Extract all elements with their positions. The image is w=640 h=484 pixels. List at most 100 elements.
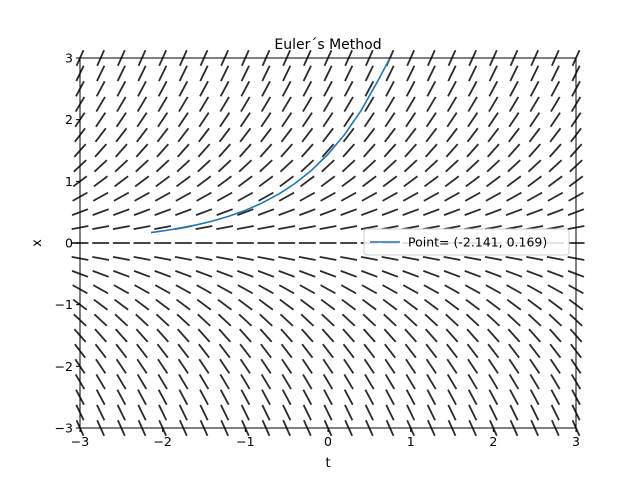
- slope-segment: [219, 80, 230, 97]
- slope-segment: [343, 373, 354, 390]
- slope-segment: [281, 112, 293, 128]
- slope-segment: [383, 159, 397, 173]
- slope-segment: [486, 143, 500, 158]
- y-tick-label: 1: [65, 174, 73, 189]
- slope-segment: [257, 225, 275, 231]
- slope-segment: [137, 404, 147, 421]
- slope-segment: [447, 389, 457, 406]
- slope-segment: [486, 313, 501, 327]
- slope-segment: [342, 328, 356, 343]
- slope-segment: [239, 127, 252, 143]
- slope-segment: [217, 298, 233, 311]
- slope-segment: [219, 96, 230, 113]
- slope-segment: [342, 343, 355, 359]
- slope-segment: [299, 208, 316, 216]
- slope-segment: [485, 175, 501, 188]
- slope-segment: [96, 65, 106, 82]
- slope-segment: [383, 328, 397, 343]
- slope-segment: [405, 373, 416, 390]
- slope-segment: [134, 175, 150, 188]
- slope-segment: [446, 373, 458, 390]
- slope-segment: [220, 404, 230, 421]
- slope-segment: [526, 270, 543, 278]
- slope-segment: [136, 96, 148, 113]
- slope-segment: [404, 143, 418, 158]
- slope-segment: [260, 373, 272, 390]
- slope-segment: [219, 373, 230, 390]
- slope-segment: [464, 208, 481, 216]
- slope-segment: [529, 96, 540, 113]
- slope-segment: [261, 80, 271, 97]
- slope-segment: [508, 112, 520, 128]
- slope-segment: [485, 208, 502, 216]
- slope-segment: [426, 65, 436, 82]
- slope-segment: [382, 175, 398, 188]
- slope-segment: [384, 343, 396, 359]
- slope-segment: [199, 80, 209, 97]
- slope-segment: [406, 404, 416, 421]
- slope-segment: [529, 373, 540, 390]
- slope-segment: [95, 373, 106, 390]
- slope-segment: [547, 284, 564, 295]
- slope-segment: [157, 112, 169, 128]
- slope-segment: [467, 358, 479, 374]
- slope-segment: [548, 143, 562, 158]
- slope-segment: [237, 175, 253, 188]
- slope-segment: [360, 255, 378, 261]
- slope-segment: [447, 404, 457, 421]
- slope-segment: [177, 112, 189, 128]
- slope-segment: [92, 284, 109, 295]
- slope-segment: [424, 143, 438, 158]
- slope-segment: [426, 404, 436, 421]
- slope-segment: [466, 127, 479, 143]
- slope-segment: [361, 208, 378, 216]
- slope-segment: [488, 373, 499, 390]
- slope-segment: [364, 80, 375, 97]
- slope-segment: [403, 313, 418, 327]
- slope-segment: [154, 208, 171, 216]
- slope-segment: [92, 255, 110, 261]
- slope-segment: [278, 255, 296, 261]
- slope-segment: [447, 80, 457, 97]
- slope-segment: [363, 127, 376, 143]
- slope-segment: [445, 143, 459, 158]
- slope-segment: [175, 270, 192, 278]
- slope-segment: [157, 96, 168, 113]
- slope-segment: [278, 270, 295, 278]
- slope-segment: [113, 191, 130, 202]
- slope-segment: [528, 127, 541, 143]
- slope-segment: [402, 270, 419, 278]
- slope-segment: [239, 343, 252, 359]
- slope-segment: [550, 389, 561, 406]
- slope-segment: [364, 65, 374, 82]
- slope-segment: [134, 298, 150, 311]
- slope-segment: [320, 175, 336, 188]
- slope-segment: [424, 313, 439, 327]
- slope-segment: [178, 389, 189, 406]
- slope-segment: [299, 298, 315, 311]
- slope-segment: [547, 191, 564, 202]
- slope-segment: [260, 112, 272, 128]
- slope-segment: [322, 112, 334, 128]
- slope-segment: [136, 343, 148, 359]
- slope-segment: [280, 127, 293, 143]
- slope-segment: [403, 298, 419, 311]
- slope-segment: [237, 191, 254, 202]
- slope-segment: [405, 389, 416, 406]
- slope-segment: [299, 270, 316, 278]
- slope-segment: [426, 373, 437, 390]
- slope-segment: [342, 127, 355, 143]
- slope-segment: [403, 159, 418, 173]
- slope-segment: [133, 225, 151, 231]
- slope-segment: [198, 112, 210, 128]
- x-tick-label: 1: [407, 434, 415, 449]
- slope-segment: [260, 127, 272, 143]
- slope-segment: [508, 373, 520, 390]
- slope-segment: [465, 298, 481, 311]
- slope-segment: [547, 270, 564, 278]
- slope-segment: [299, 175, 315, 188]
- slope-segment: [198, 343, 210, 359]
- slope-segment: [278, 225, 296, 231]
- slope-segment: [178, 96, 189, 113]
- slope-segment: [362, 313, 377, 327]
